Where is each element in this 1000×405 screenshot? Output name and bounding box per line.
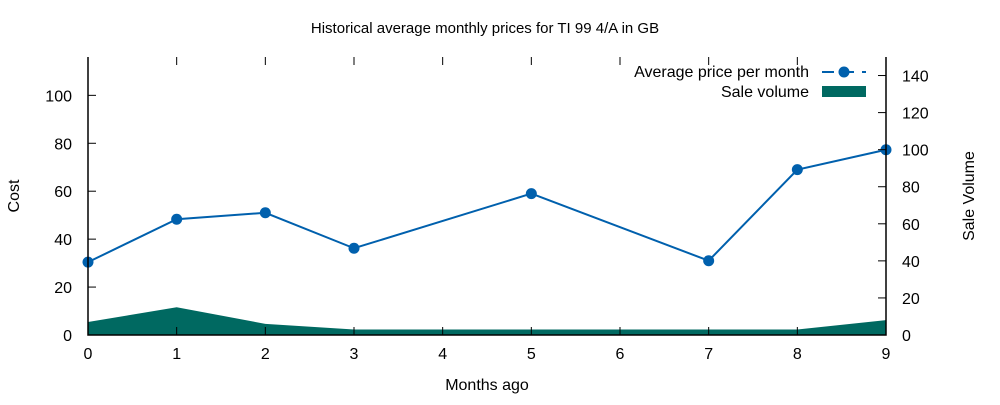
y2-tick-label: 100 (902, 143, 929, 160)
x-tick-label: 2 (261, 346, 270, 363)
legend-label-volume: Sale volume (721, 84, 809, 101)
legend-swatch-volume (822, 86, 866, 97)
chart-title: Historical average monthly prices for TI… (311, 20, 659, 37)
price-point (703, 255, 715, 267)
x-tick-label: 4 (438, 346, 447, 363)
y2-tick-label: 0 (902, 328, 911, 345)
legend-marker-price (838, 66, 850, 78)
sale-volume-area (88, 307, 886, 335)
y-tick-label: 40 (54, 232, 72, 249)
x-tick-label: 1 (172, 346, 181, 363)
price-point (259, 207, 271, 219)
price-line (87, 148, 887, 264)
x-tick-label: 3 (350, 346, 359, 363)
x-tick-label: 7 (704, 346, 713, 363)
x-tick-label: 6 (616, 346, 625, 363)
y2-tick-label: 40 (902, 254, 920, 271)
plot-frame (87, 57, 887, 336)
x-axis-label: Months ago (445, 377, 529, 394)
y2-tick-label: 120 (902, 106, 929, 123)
y-tick-label: 100 (45, 88, 72, 105)
x-tick-label: 5 (527, 346, 536, 363)
y-tick-label: 0 (63, 328, 72, 345)
x-tick-label: 8 (793, 346, 802, 363)
price-point (791, 164, 803, 176)
y2-tick-label: 20 (902, 291, 920, 308)
price-line-layer (82, 144, 892, 268)
x-tick-label: 9 (882, 346, 891, 363)
price-point (171, 213, 183, 225)
price-point (348, 242, 360, 254)
sale-volume-area-layer (88, 307, 886, 335)
legend-label-price: Average price per month (634, 64, 809, 81)
y-tick-label: 60 (54, 184, 72, 201)
y2-axis-label: Sale Volume (961, 151, 978, 241)
y2-tick-label: 60 (902, 217, 920, 234)
y-axis-label: Cost (6, 179, 23, 212)
legend: Average price per month Sale volume (634, 64, 866, 101)
price-point (525, 188, 537, 200)
y2-tick-label: 140 (902, 69, 929, 86)
y2-tick-label: 80 (902, 180, 920, 197)
y-tick-label: 80 (54, 136, 72, 153)
y-tick-label: 20 (54, 280, 72, 297)
x-tick-label: 0 (84, 346, 93, 363)
